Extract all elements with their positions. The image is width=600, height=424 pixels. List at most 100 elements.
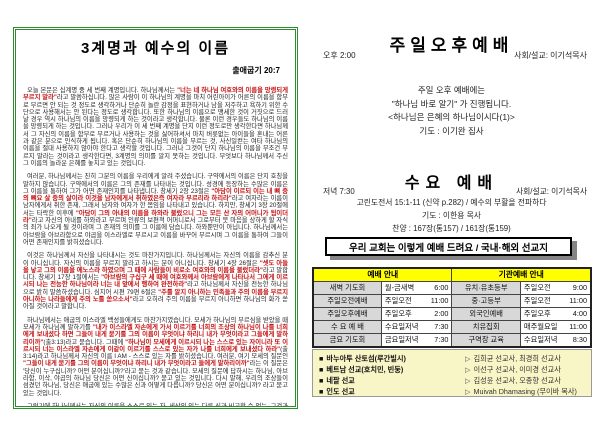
scripture-quote: "너는 네 하나님 여호와의 이름을 망령되게 부르지 말라" bbox=[23, 87, 288, 102]
mission-field: ■ 인도 선교 bbox=[319, 387, 465, 398]
afternoon-service-meta: 오후 2:00 사회/설교: 이기석목사 bbox=[323, 50, 587, 61]
org-hour: 4:00 bbox=[572, 309, 587, 318]
mission-field-label: 인도 선교 bbox=[326, 386, 355, 396]
triangle-marker-icon: ▷ bbox=[465, 386, 471, 396]
time-wrap: 수요일저녁 8:30 bbox=[524, 335, 587, 345]
afternoon-note-line: <하나님은 은혜의 하나님이시다(1)> bbox=[388, 112, 515, 123]
worship-when: 금요일저녁 bbox=[384, 334, 419, 344]
worship-name-cell: 금요 기도회 bbox=[312, 332, 382, 347]
sermon-paragraph: 여러분, 하나님께서는 친히 그분의 이름을 우리에게 알려 주셨습니다. 구약… bbox=[23, 173, 288, 246]
sermon-paragraph: 이것은 하나님께서 자신을 나타내시는 것도 마찬가지입니다. 하나님께서는 자… bbox=[23, 252, 288, 310]
wednesday-service-leader: 사회/설교: 이기석목사 bbox=[515, 187, 587, 196]
time-wrap: 주일오후 4:00 bbox=[524, 309, 587, 319]
worship-name-cell: 주일오전예배 bbox=[312, 293, 382, 308]
scripture-quote: "아담이 이르되 이는 내 뼈 중의 뼈요 살 중의 살이라 이것을 남자에게서… bbox=[23, 187, 288, 203]
sermon-paragraph: 하나님께서는 애굽의 이스라엘 백성들에게도 마찬가지였습니다. 모세가 하나님… bbox=[23, 317, 288, 397]
org-hour: 9:00 bbox=[572, 283, 587, 292]
sermon-text: 여러분, 하나님께서는 친히 그분의 이름을 우리에게 알려 주셨습니다. 구약… bbox=[23, 173, 288, 195]
mission-workers: ▷ 김희균 선교사, 최경희 선교사 bbox=[465, 354, 561, 365]
sermon-paragraph: 그렇기에 하나님께서는 자신의 이름을 스스로 있는 자, 세상의 있는 다른 … bbox=[23, 402, 288, 409]
worship-schedule-table: 예배 안내 기관예배 안내 새벽 기도회 월-금새벽 6:00 유치·유초등부 주일오전 9… bbox=[312, 267, 592, 348]
wednesday-line: 기도 : 이한용 목사 bbox=[422, 210, 481, 220]
time-wrap: 주일오전 11:00 bbox=[385, 296, 449, 306]
afternoon-service-notes: 주일 오후 예배에는 "하나님 바로 알기" 가 진행됩니다. <하나님은 은혜의 … bbox=[310, 84, 593, 138]
org-name-cell: 구역장 교육 bbox=[451, 332, 521, 347]
scripture-quote: "셋도 아들을 낳고 그의 이름을 에노스라 하였으며 그 때에 사람들이 비로… bbox=[23, 259, 288, 274]
square-bullet-icon: ■ bbox=[319, 364, 324, 374]
worship-name-cell: 새벽 기도회 bbox=[312, 280, 382, 295]
worship-hour: 7:30 bbox=[434, 322, 449, 331]
schedule-row: 수 요 예 배 수요일저녁 7:30 치유집회 매주월요일 11:00 bbox=[312, 319, 592, 334]
sermon-page: 3계명과 예수의 이름 출애굽기 20:7 오늘 본문은 십계명 중 세 번째 … bbox=[13, 27, 298, 409]
scripture-quote: "그들이 내게 묻기를 그의 이름이 무엇이냐 하리니 내가 무엇이라고 들에게… bbox=[23, 360, 250, 368]
org-when: 주일오전 bbox=[523, 295, 551, 305]
wednesday-line: 고린도전서 15:1-11 (신약 p.282) / 예수의 부활을 전파하다 bbox=[356, 198, 547, 207]
org-time-cell: 매주월요일 11:00 bbox=[519, 319, 592, 334]
time-wrap: 매주월요일 11:00 bbox=[524, 322, 587, 332]
org-name-cell: 외국인예배 bbox=[451, 306, 521, 321]
worship-hour: 2:00 bbox=[434, 309, 449, 318]
square-bullet-icon: ■ bbox=[319, 386, 324, 396]
wednesday-service-meta: 저녁 7:30 사회/설교: 이기석목사 bbox=[323, 186, 587, 197]
sermon-text: 오늘 본문은 십계명 중 세 번째 계명입니다. 하나님께서는 bbox=[27, 87, 178, 94]
mission-workers-label: 이선구 선교사, 이미경 선교사 bbox=[473, 364, 561, 374]
org-when: 주일오전 bbox=[523, 282, 551, 292]
schedule-row: 주일오후예배 주일오후 2:00 외국인예배 주일오후 4:00 bbox=[312, 306, 592, 321]
worship-name-cell: 주일오후예배 bbox=[312, 306, 382, 321]
mission-workers: ▷ 이선구 선교사, 이미경 선교사 bbox=[465, 365, 561, 376]
time-wrap: 금요일저녁 7:30 bbox=[385, 335, 449, 345]
sermon-text: 라고 오히려 주의 이름을 부르지 아니하면 하나님의 화가 쏟아질 것이라고 … bbox=[23, 296, 289, 311]
mission-row: ■ 네팔 선교 ▷ 김성윤 선교사, 오종향 선교사 bbox=[319, 376, 585, 387]
sermon-text: 라고 하나님께서 자신을 전능한 하나님으로 밝히 말씀하셨습니다. 심지어 시… bbox=[23, 281, 288, 296]
worship-hour: 11:00 bbox=[430, 296, 449, 305]
worship-when: 주일오전 bbox=[384, 295, 412, 305]
scripture-reference: 출애굽기 20:7 bbox=[232, 66, 280, 75]
org-hour: 8:30 bbox=[572, 335, 587, 344]
worship-schedule-body: 새벽 기도회 월-금새벽 6:00 유치·유초등부 주일오전 9:00 주일오전예배 주일오전… bbox=[312, 280, 592, 347]
worship-info-banner: 우리 교회는 이렇게 예배 드려요 / 국내·해외 선교지 bbox=[325, 237, 572, 256]
square-bullet-icon: ■ bbox=[319, 375, 324, 385]
sermon-text: 라고 말합니다. 창세기 17장 1절에서는 bbox=[23, 266, 288, 282]
afternoon-service-title: 주일오후예배 bbox=[389, 36, 514, 56]
mission-field: ■ 바누아투 산토섬(루간빌시) bbox=[319, 354, 465, 365]
mission-row: ■ 베트남 선교(호치민, 빈둥) ▷ 이선구 선교사, 이미경 선교사 bbox=[319, 365, 585, 376]
sermon-text: 라는 이 질문은 '당신이 누구십니까? 어떤 분이십니까?'라고 묻는 것과 … bbox=[23, 360, 288, 397]
mission-workers-label: 김성윤 선교사, 오종향 선교사 bbox=[473, 375, 561, 385]
schedule-header-cell: 예배 안내 bbox=[312, 267, 453, 282]
sermon-paragraph: 오늘 본문은 십계명 중 세 번째 계명입니다. 하나님께서는 "너는 네 하나… bbox=[23, 87, 288, 167]
wednesday-service-time: 저녁 7:30 bbox=[323, 187, 355, 196]
mission-field-label: 바누아투 산토섬(루간빌시) bbox=[326, 354, 406, 363]
schedule-header-row: 예배 안내 기관예배 안내 bbox=[312, 267, 592, 282]
org-when: 주일오후 bbox=[523, 308, 551, 318]
time-wrap: 주일오전 11:00 bbox=[524, 296, 587, 306]
worship-time-cell: 금요일저녁 7:30 bbox=[380, 332, 453, 347]
org-name-cell: 유치·유초등부 bbox=[451, 280, 521, 295]
org-name-cell: 중·고등부 bbox=[451, 293, 521, 308]
worship-time-cell: 주일오전 11:00 bbox=[380, 293, 453, 308]
worship-hour: 7:30 bbox=[434, 335, 449, 344]
sermon-title: 3계명과 예수의 이름 bbox=[80, 40, 231, 57]
schedule-row: 새벽 기도회 월-금새벽 6:00 유치·유초등부 주일오전 9:00 bbox=[312, 280, 592, 295]
mission-field: ■ 베트남 선교(호치민, 빈둥) bbox=[319, 365, 465, 376]
worship-when: 월-금새벽 bbox=[384, 282, 415, 292]
sermon-text: (출3:14)라고 하나님께서 자신의 이름 I AM - 스스로 있는 자를 … bbox=[23, 345, 288, 361]
sermon-text: 그렇기에 하나님께서는 자신의 이름을 스스로 있는 자, 세상의 있는 다른 … bbox=[27, 402, 288, 409]
mission-field-label: 베트남 선교(호치민, 빈둥) bbox=[326, 364, 404, 374]
org-time-cell: 주일오후 4:00 bbox=[519, 306, 592, 321]
schedule-header-cell: 기관예배 안내 bbox=[451, 267, 592, 282]
worship-schedule-header: 예배 안내 기관예배 안내 bbox=[312, 267, 592, 282]
square-bullet-icon: ■ bbox=[319, 354, 324, 363]
scripture-quote: "주를 알지 아니하는 민족들과 주의 이름을 부르지 아니하는 나라들에게 주… bbox=[23, 288, 288, 304]
sermon-text: 이것은 하나님께서 자신을 나타내시는 것도 마찬가지입니다. 하나님께서는 자… bbox=[23, 252, 288, 267]
afternoon-note-line: 기도 : 이기완 집사 bbox=[419, 125, 484, 136]
afternoon-service-leader: 사회/설교: 이기석목사 bbox=[514, 51, 587, 60]
worship-when: 주일오후 bbox=[384, 308, 412, 318]
sermon-text: 라고 말씀하십니다. 많은 사람이 이 하나님의 계명을 마치 어린아이가 어른… bbox=[23, 94, 289, 167]
org-time-cell: 수요일저녁 8:30 bbox=[519, 332, 592, 347]
sermon-text: 하나님께서는 애굽의 이스라엘 백성들에게도 마찬가지였습니다. 모세가 하나님… bbox=[23, 316, 288, 331]
scripture-quote: "하나님이 모세에게 이르시되 나는 스스로 있는 자이니라 또 이르시되 너는… bbox=[23, 338, 288, 353]
worship-when: 수요일저녁 bbox=[384, 321, 419, 331]
mission-workers-label: 김희균 선교사, 최경희 선교사 bbox=[473, 354, 561, 363]
